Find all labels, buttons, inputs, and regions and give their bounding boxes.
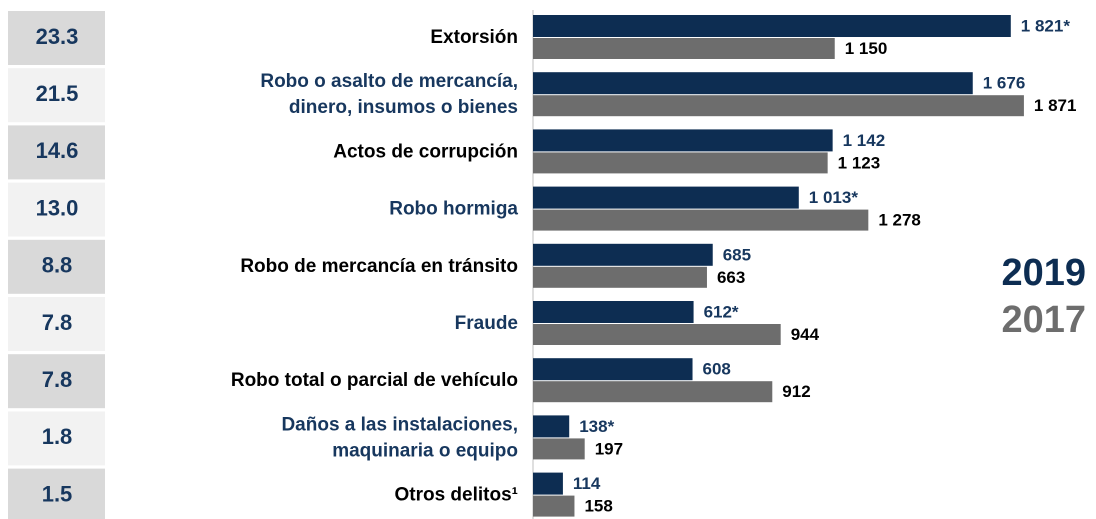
value-label: 114 xyxy=(573,474,601,493)
category-label: Otros delitos¹ xyxy=(394,485,518,506)
rate-label: 21.5 xyxy=(36,81,79,106)
rate-label: 14.6 xyxy=(36,138,79,163)
category-label: dinero, insumos o bienes xyxy=(289,97,518,118)
bar xyxy=(533,152,828,174)
bar xyxy=(533,38,835,59)
bar xyxy=(533,243,713,266)
value-label: 663 xyxy=(717,268,745,287)
value-label: 944 xyxy=(791,325,820,344)
rate-cell xyxy=(8,68,105,123)
value-label: 1 150 xyxy=(845,39,888,58)
bar xyxy=(533,301,694,323)
bar xyxy=(533,72,973,95)
rate-label: 13.0 xyxy=(36,195,79,220)
category-label: Daños a las instalaciones, xyxy=(281,414,518,435)
category-label: Robo total o parcial de vehículo xyxy=(231,370,518,391)
bar xyxy=(533,438,585,460)
legend-label: 2017 xyxy=(1001,299,1086,341)
value-label: 912 xyxy=(782,382,810,401)
legend-label: 2019 xyxy=(1001,252,1086,294)
rate-label: 8.8 xyxy=(42,253,73,278)
rate-cell xyxy=(8,297,105,351)
rate-cell xyxy=(8,354,105,409)
rate-cell xyxy=(8,182,105,237)
value-label: 158 xyxy=(584,497,612,516)
rate-label: 7.8 xyxy=(42,367,73,392)
value-label: 1 676 xyxy=(983,74,1026,93)
value-label: 1 278 xyxy=(878,211,921,230)
rate-cell xyxy=(8,11,105,65)
bar xyxy=(533,15,1011,37)
bar xyxy=(533,186,799,209)
category-label: Robo hormiga xyxy=(389,199,518,220)
value-label: 1 142 xyxy=(843,131,886,150)
value-label: 685 xyxy=(723,245,751,264)
value-label: 1 013* xyxy=(809,188,859,207)
rate-label: 1.8 xyxy=(42,424,73,449)
rate-label: 1.5 xyxy=(42,481,73,506)
category-label: maquinaria o equipo xyxy=(332,440,518,461)
bar xyxy=(533,95,1024,117)
category-label: Extorsión xyxy=(430,27,518,48)
rate-label: 23.3 xyxy=(36,24,79,49)
bar xyxy=(533,495,575,517)
category-label: Robo o asalto de mercancía, xyxy=(260,71,518,92)
bar xyxy=(533,381,773,403)
value-label: 197 xyxy=(595,439,623,458)
value-label: 1 821* xyxy=(1021,16,1071,35)
value-label: 1 123 xyxy=(838,153,881,172)
rate-cell xyxy=(8,239,105,294)
bar xyxy=(533,209,869,231)
bar xyxy=(533,358,693,381)
category-label: Fraude xyxy=(455,313,518,334)
bar xyxy=(533,472,563,495)
category-label: Robo de mercancía en tránsito xyxy=(240,256,518,277)
value-label: 1 871 xyxy=(1034,96,1077,115)
value-label: 612* xyxy=(704,302,739,321)
value-label: 608 xyxy=(703,360,731,379)
bar xyxy=(533,415,570,438)
rate-cell xyxy=(8,125,105,180)
bar xyxy=(533,129,833,152)
bar xyxy=(533,324,781,345)
category-label: Actos de corrupción xyxy=(333,141,518,162)
bar xyxy=(533,266,707,288)
rate-label: 7.8 xyxy=(42,310,73,335)
rate-cell xyxy=(8,468,105,519)
value-label: 138* xyxy=(579,417,614,436)
rate-cell xyxy=(8,411,105,466)
